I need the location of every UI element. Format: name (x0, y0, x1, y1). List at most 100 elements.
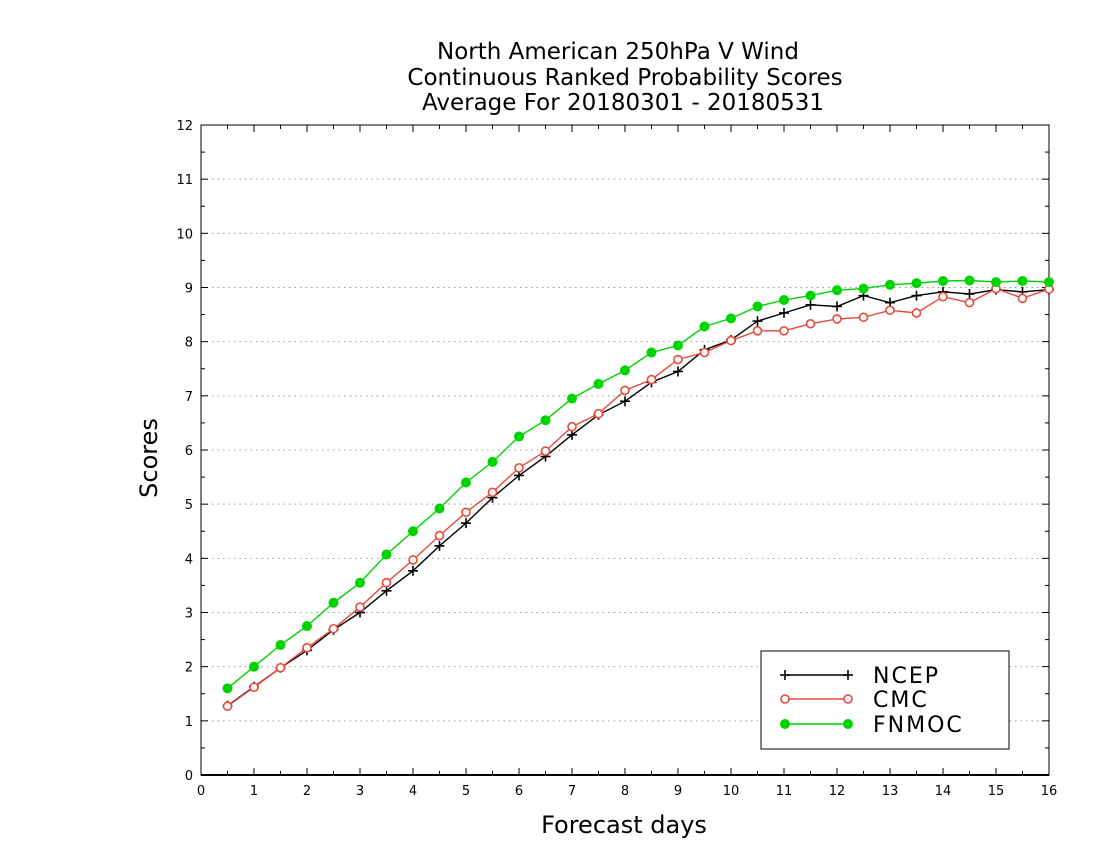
legend-label-ncep: NCEP (873, 664, 940, 689)
y-tick-label-0: 0 (185, 769, 193, 784)
data-point-fnmoc (885, 279, 895, 290)
data-point-cmc (593, 408, 604, 419)
legend-marker-ncep (843, 670, 853, 680)
y-tick-label-3: 3 (185, 607, 193, 622)
x-tick-label-7: 7 (568, 784, 576, 799)
x-tick-label-2: 2 (303, 784, 311, 799)
y-tick-label-9: 9 (185, 282, 193, 297)
series-cmc (222, 283, 1054, 712)
series-line-cmc (227, 287, 1050, 707)
data-point-cmc (567, 421, 577, 432)
y-tick-label-2: 2 (185, 661, 193, 676)
data-point-cmc (514, 463, 524, 473)
x-tick-label-11: 11 (776, 784, 793, 799)
x-tick-label-12: 12 (829, 784, 846, 799)
data-point-cmc (540, 446, 551, 456)
data-point-cmc (646, 374, 657, 385)
x-tick-label-3: 3 (356, 784, 364, 799)
legend-entry-fnmoc: FNMOC (780, 713, 964, 738)
data-point-fnmoc (249, 661, 259, 672)
legend-marker-cmc (843, 694, 853, 704)
data-point-fnmoc (646, 347, 657, 358)
data-point-fnmoc (434, 503, 445, 514)
x-tick-label-0: 0 (197, 784, 205, 799)
data-point-cmc (381, 577, 392, 588)
data-point-cmc (302, 642, 312, 653)
data-point-ncep (752, 316, 763, 327)
data-point-fnmoc (938, 276, 948, 286)
data-point-cmc (249, 682, 259, 693)
legend-marker-fnmoc (843, 719, 853, 729)
data-point-fnmoc (540, 415, 551, 426)
legend-entry-ncep: NCEP (780, 664, 940, 689)
data-point-fnmoc (752, 301, 763, 312)
x-tick-label-5: 5 (462, 784, 470, 799)
data-point-ncep (461, 518, 471, 529)
x-tick-label-13: 13 (882, 784, 899, 799)
data-point-fnmoc (514, 431, 524, 442)
data-point-ncep (832, 301, 842, 312)
series-ncep (222, 284, 1054, 711)
data-point-cmc (328, 623, 339, 634)
legend-marker-cmc (780, 694, 790, 704)
data-point-fnmoc (699, 321, 710, 332)
x-tick-label-9: 9 (674, 784, 682, 799)
data-point-fnmoc (779, 294, 789, 305)
data-point-fnmoc (911, 278, 922, 289)
data-point-fnmoc (832, 285, 842, 296)
data-point-ncep (620, 396, 630, 407)
y-tick-label-5: 5 (185, 498, 193, 513)
x-tick-label-10: 10 (723, 784, 740, 799)
x-tick-label-14: 14 (935, 784, 952, 799)
data-point-cmc (885, 305, 895, 316)
legend-label-cmc: CMC (873, 688, 929, 713)
data-point-cmc (779, 326, 789, 336)
series-layer (222, 275, 1054, 712)
data-point-cmc (752, 326, 763, 336)
data-point-fnmoc (964, 275, 975, 286)
chart-title-line-2: Continuous Ranked Probability Scores (407, 65, 842, 91)
data-point-cmc (938, 291, 948, 302)
x-tick-label-8: 8 (621, 784, 629, 799)
x-axis-ticks: 0 1 2 3 4 5 6 7 8 9 10 11 12 13 14 15 16 (197, 125, 1057, 799)
data-point-ncep (408, 565, 418, 576)
data-point-fnmoc (461, 477, 471, 488)
data-point-ncep (673, 366, 683, 377)
data-point-fnmoc (1017, 276, 1028, 286)
data-point-ncep (434, 540, 445, 551)
legend-label-fnmoc: FNMOC (873, 713, 964, 738)
x-tick-label-1: 1 (250, 784, 258, 799)
data-point-fnmoc (726, 313, 736, 324)
legend-marker-ncep (780, 670, 790, 680)
x-tick-label-16: 16 (1041, 784, 1058, 799)
data-point-fnmoc (302, 621, 312, 632)
data-point-cmc (222, 701, 233, 712)
data-point-ncep (805, 299, 816, 310)
data-point-cmc (911, 308, 922, 318)
data-point-cmc (832, 314, 842, 324)
y-axis-label: Scores (135, 418, 163, 498)
data-point-fnmoc (355, 577, 365, 588)
legend-marker-fnmoc (780, 719, 790, 729)
series-line-ncep (227, 288, 1050, 707)
y-tick-label-12: 12 (176, 119, 193, 134)
data-point-cmc (434, 530, 445, 541)
chart-title-line-3: Average For 20180301 - 20180531 (422, 90, 824, 116)
data-point-cmc (964, 297, 975, 308)
data-point-fnmoc (1044, 277, 1054, 288)
data-point-fnmoc (328, 597, 339, 608)
data-point-cmc (355, 602, 365, 612)
data-point-cmc (673, 354, 683, 365)
chart-title-line-1: North American 250hPa V Wind (437, 39, 799, 65)
data-point-cmc (408, 555, 418, 565)
x-tick-label-15: 15 (988, 784, 1005, 799)
data-point-cmc (461, 507, 471, 518)
data-point-cmc (275, 662, 286, 673)
data-point-ncep (779, 307, 789, 318)
x-tick-label-6: 6 (515, 784, 523, 799)
data-point-fnmoc (673, 340, 683, 351)
y-tick-label-10: 10 (176, 227, 193, 242)
data-point-fnmoc (275, 640, 286, 650)
